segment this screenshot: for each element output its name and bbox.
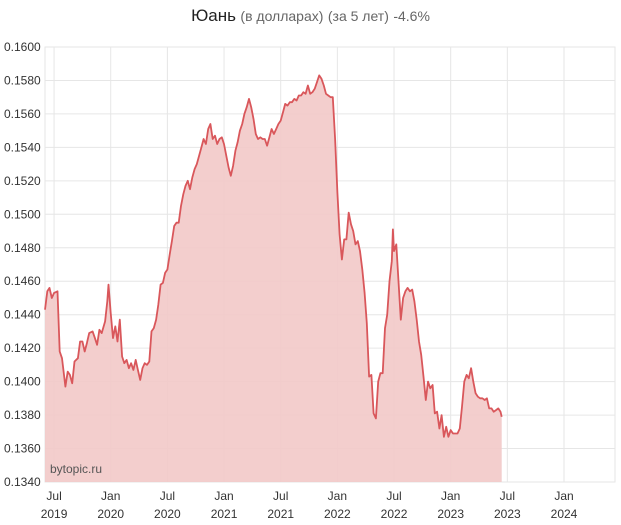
watermark: bytopic.ru bbox=[50, 462, 102, 476]
chart-title-period: (за 5 лет) bbox=[327, 8, 389, 24]
x-tick-month: Jul bbox=[386, 489, 401, 503]
y-axis: 0.1600 0.1580 0.1560 0.1540 0.1520 0.1500 0.14… bbox=[4, 40, 41, 489]
x-tick-year: 2022 bbox=[324, 507, 351, 521]
y-tick-label: 0.1520 bbox=[4, 174, 41, 188]
y-tick-label: 0.1420 bbox=[4, 341, 41, 355]
x-tick-month: Jul bbox=[273, 489, 288, 503]
chart-title-change: -4.6% bbox=[393, 8, 430, 24]
x-tick-month: Jan bbox=[554, 489, 573, 503]
y-tick-label: 0.1340 bbox=[4, 475, 41, 489]
series-line bbox=[44, 74, 503, 438]
y-tick-label: 0.1600 bbox=[4, 40, 41, 54]
x-tick-year: 2023 bbox=[494, 507, 521, 521]
chart-title: Юань (в долларах) (за 5 лет) -4.6% bbox=[0, 6, 621, 26]
y-tick-label: 0.1380 bbox=[4, 408, 41, 422]
y-tick-label: 0.1440 bbox=[4, 308, 41, 322]
x-axis: Jul 2019 Jan 2020 Jul 2020 Jan 2021 Jul 2021 Jan 20… bbox=[41, 489, 578, 521]
series-area bbox=[45, 75, 502, 483]
y-tick-label: 0.1480 bbox=[4, 241, 41, 255]
x-tick-year: 2019 bbox=[41, 507, 68, 521]
chart-title-unit: (в долларах) bbox=[240, 8, 324, 24]
x-tick-month: Jan bbox=[328, 489, 347, 503]
y-tick-label: 0.1540 bbox=[4, 140, 41, 154]
y-tick-label: 0.1560 bbox=[4, 107, 41, 121]
x-tick-year: 2024 bbox=[551, 507, 578, 521]
x-tick-year: 2022 bbox=[381, 507, 408, 521]
chart-title-main: Юань bbox=[191, 6, 236, 25]
x-tick-year: 2020 bbox=[97, 507, 124, 521]
y-tick-label: 0.1460 bbox=[4, 274, 41, 288]
x-tick-year: 2021 bbox=[267, 507, 294, 521]
x-tick-month: Jan bbox=[101, 489, 120, 503]
y-tick-label: 0.1360 bbox=[4, 442, 41, 456]
y-tick-label: 0.1500 bbox=[4, 207, 41, 221]
x-tick-month: Jul bbox=[500, 489, 515, 503]
x-tick-year: 2023 bbox=[437, 507, 464, 521]
x-tick-month: Jan bbox=[441, 489, 460, 503]
x-tick-month: Jul bbox=[160, 489, 175, 503]
y-tick-label: 0.1400 bbox=[4, 375, 41, 389]
x-tick-month: Jul bbox=[46, 489, 61, 503]
x-tick-year: 2021 bbox=[211, 507, 238, 521]
x-tick-month: Jan bbox=[214, 489, 233, 503]
x-tick-year: 2020 bbox=[154, 507, 181, 521]
y-tick-label: 0.1580 bbox=[4, 73, 41, 87]
